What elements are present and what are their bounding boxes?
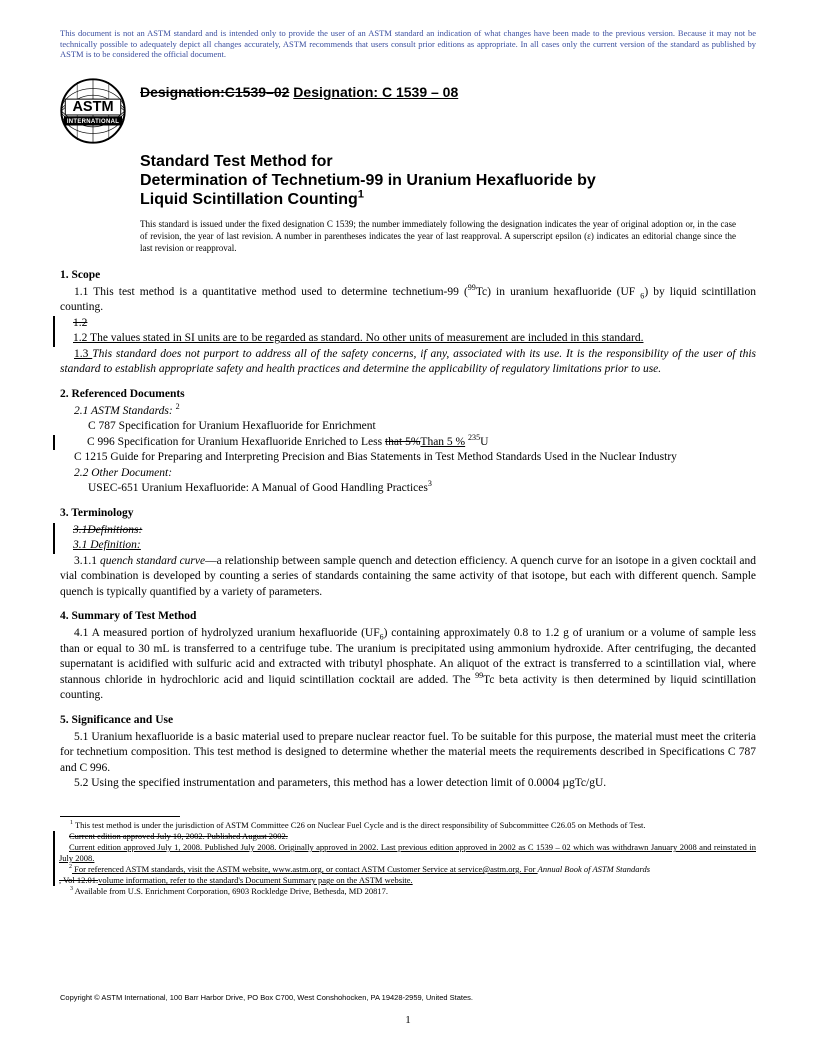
para-5-2: 5.2 Using the specified instrumentation … [60,776,756,792]
footnote-1-old: Current edition approved July 10, 2002. … [59,831,756,842]
para-1-2-old: 1.2 [59,316,756,332]
footnote-2: 2 For referenced ASTM standards, visit t… [59,864,756,875]
ref-usec: USEC-651 Uranium Hexafluoride: A Manual … [74,481,756,497]
ref-c996: C 996 Specification for Uranium Hexafluo… [73,435,756,451]
para-4-1: 4.1 A measured portion of hydrolyzed ura… [60,626,756,704]
footnote-3: 3 Available from U.S. Enrichment Corpora… [60,886,756,897]
section-1-head: 1. Scope [60,269,756,281]
title-line1: Standard Test Method for [140,152,756,171]
ref-c1215: C 1215 Guide for Preparing and Interpret… [60,450,756,466]
header-row: ASTM INTERNATIONAL Designation:C1539–02 … [60,78,756,144]
para-5-1: 5.1 Uranium hexafluoride is a basic mate… [60,730,756,777]
para-2-2: 2.2 Other Document: [60,466,756,482]
designation: Designation:C1539–02 Designation: C 1539… [140,84,458,100]
title-line3: Liquid Scintillation Counting1 [140,190,756,209]
para-1-1: 1.1 This test method is a quantitative m… [60,285,756,316]
section-2-head: 2. Referenced Documents [60,388,756,400]
section-4-head: 4. Summary of Test Method [60,610,756,622]
ref-c787: C 787 Specification for Uranium Hexafluo… [74,419,756,435]
old-designation: Designation:C1539–02 [140,84,289,100]
footnote-2b: , Vol 12.01.volume information, refer to… [59,875,756,886]
para-3-1-1: 3.1.1 quench standard curve—a relationsh… [60,554,756,601]
disclaimer-text: This document is not an ASTM standard an… [60,28,756,60]
copyright: Copyright © ASTM International, 100 Barr… [60,993,473,1002]
page-number: 1 [0,1014,816,1026]
para-3-new: 3.1 Definition: [59,538,756,554]
new-designation: Designation: C 1539 – 08 [293,84,458,100]
svg-text:INTERNATIONAL: INTERNATIONAL [67,119,119,125]
svg-text:ASTM: ASTM [72,99,113,115]
astm-logo: ASTM INTERNATIONAL [60,78,126,144]
footnote-rule [60,816,180,817]
footnote-1: 1 This test method is under the jurisdic… [60,820,756,831]
para-2-1: 2.1 ASTM Standards: 2 [60,404,756,420]
para-1-3: 1.3 This standard does not purport to ad… [60,347,756,378]
section-3-head: 3. Terminology [60,507,756,519]
issuance-note: This standard is issued under the fixed … [140,219,756,254]
para-1-2: 1.2 The values stated in SI units are to… [59,331,756,347]
title-line2: Determination of Technetium-99 in Uraniu… [140,171,756,190]
footnote-1-new: Current edition approved July 1, 2008. P… [59,842,756,864]
section-5-head: 5. Significance and Use [60,714,756,726]
title-block: Standard Test Method for Determination o… [140,152,756,210]
para-3-old: 3.1Definitions: [59,523,756,539]
